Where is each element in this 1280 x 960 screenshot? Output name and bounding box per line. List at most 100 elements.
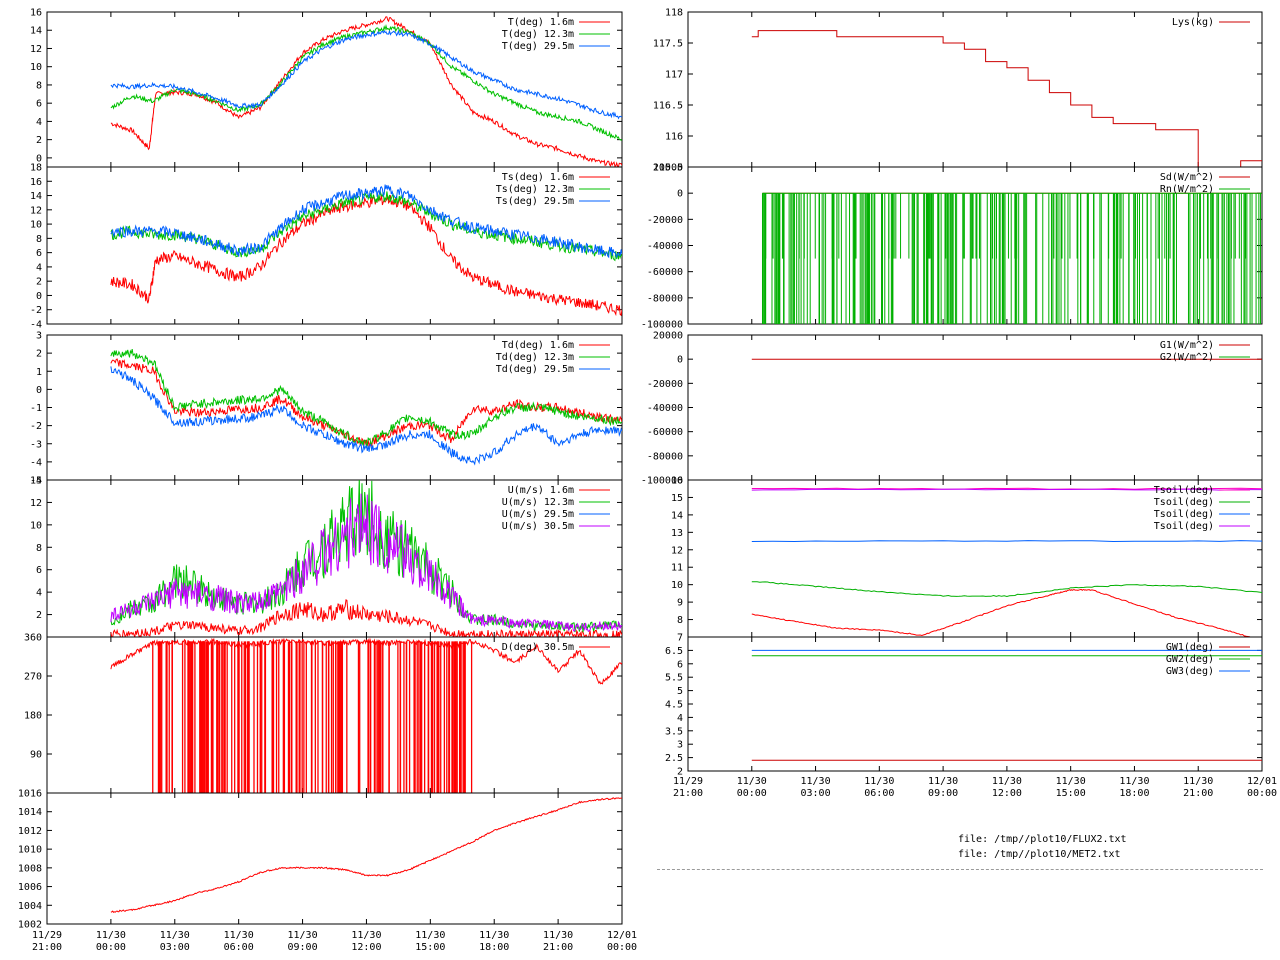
x-tick-time: 15:00 bbox=[415, 942, 445, 953]
y-tick-label: -40000 bbox=[647, 241, 683, 252]
panel-rad: 20000 0 -20000 -40000 -60000 -80000 -100000 Sd(… bbox=[641, 163, 1263, 331]
y-tick-label: 6 bbox=[36, 99, 42, 110]
y-tick-label: 118 bbox=[665, 8, 683, 19]
x-tick-date: 11/30 bbox=[928, 776, 958, 787]
y-tick-label: -2 bbox=[30, 305, 42, 316]
y-tick-label: -4 bbox=[30, 457, 42, 468]
file-label-met: file: /tmp//plot10/MET2.txt bbox=[958, 849, 1121, 860]
y-tick-label: 9 bbox=[677, 598, 683, 609]
series-line bbox=[751, 30, 1262, 167]
legend-label: U(m/s) 30.5m bbox=[502, 521, 574, 532]
x-tick-date: 11/30 bbox=[1183, 776, 1213, 787]
y-tick-label: -60000 bbox=[647, 267, 683, 278]
y-tick-label: -20000 bbox=[647, 379, 683, 390]
y-tick-label: -100000 bbox=[641, 320, 683, 331]
plot-frame bbox=[46, 792, 623, 925]
series-line bbox=[751, 540, 1262, 543]
legend-label: U(m/s) 1.6m bbox=[508, 485, 574, 496]
legend-label: Rn(W/m^2) bbox=[1160, 184, 1214, 195]
x-tick-date: 11/29 bbox=[673, 776, 703, 787]
y-tick-label: 0 bbox=[36, 153, 42, 164]
y-tick-label: 16 bbox=[671, 476, 683, 487]
x-tick-date: 11/30 bbox=[1056, 776, 1086, 787]
x-tick-date: 11/30 bbox=[351, 930, 381, 941]
x-tick-time: 15:00 bbox=[1056, 788, 1086, 799]
x-tick-date: 11/30 bbox=[160, 930, 190, 941]
y-tick-label: 270 bbox=[24, 672, 42, 683]
y-tick-label: 6.5 bbox=[665, 646, 683, 657]
legend-label: U(m/s) 12.3m bbox=[502, 497, 574, 508]
y-tick-label: 0 bbox=[36, 385, 42, 396]
x-tick-time: 09:00 bbox=[288, 942, 318, 953]
x-tick-time: 00:00 bbox=[607, 942, 637, 953]
y-tick-label: 3 bbox=[36, 331, 42, 342]
series-line bbox=[110, 29, 622, 120]
x-tick-time: 18:00 bbox=[479, 942, 509, 953]
x-tick-date: 12/01 bbox=[607, 930, 637, 941]
legend-label: Tsoil(deg) bbox=[1154, 497, 1214, 508]
legend-label: Tsoil(deg) bbox=[1154, 485, 1214, 496]
x-tick-time: 09:00 bbox=[928, 788, 958, 799]
panel-tsoil: 16151413121110987Tsoil(deg)Tsoil(deg)Tso… bbox=[671, 476, 1263, 644]
series-line bbox=[110, 493, 622, 633]
x-axis-labels-gw: 11/2921:0011/3000:0011/3003:0011/3006:00… bbox=[673, 776, 1277, 799]
y-tick-label: 2 bbox=[36, 610, 42, 621]
y-tick-label: 12 bbox=[30, 44, 42, 55]
y-tick-label: 1002 bbox=[18, 920, 42, 931]
y-tick-label: 5.5 bbox=[665, 673, 683, 684]
legend-label: D(deg) 30.5m bbox=[502, 642, 574, 653]
x-tick-time: 00:00 bbox=[737, 788, 767, 799]
y-tick-label: 11 bbox=[671, 563, 683, 574]
panel-d: 360 270 180 90 D(deg) 30.5m bbox=[24, 633, 623, 794]
y-tick-label: -100000 bbox=[641, 476, 683, 487]
series-line bbox=[110, 194, 622, 317]
series-line bbox=[110, 599, 622, 637]
y-tick-label: 360 bbox=[24, 633, 42, 644]
y-tick-label: 4 bbox=[36, 588, 42, 599]
plot-frame bbox=[46, 636, 623, 794]
y-tick-label: 4 bbox=[36, 117, 42, 128]
legend-label: Sd(W/m^2) bbox=[1160, 172, 1214, 183]
legend-label: G2(W/m^2) bbox=[1160, 352, 1214, 363]
y-tick-label: 6 bbox=[36, 248, 42, 259]
x-tick-time: 21:00 bbox=[673, 788, 703, 799]
x-tick-time: 00:00 bbox=[1247, 788, 1277, 799]
y-tick-label: 90 bbox=[30, 750, 42, 761]
series-line bbox=[751, 588, 1252, 637]
legend-label: T(deg) 12.3m bbox=[502, 29, 574, 40]
y-tick-label: -40000 bbox=[647, 403, 683, 414]
y-tick-label: 1016 bbox=[18, 789, 42, 800]
x-tick-date: 11/30 bbox=[1119, 776, 1149, 787]
y-tick-label: -80000 bbox=[647, 451, 683, 462]
legend-label: Td(deg) 29.5m bbox=[496, 364, 574, 375]
legend-label: GW1(deg) bbox=[1166, 642, 1214, 653]
y-tick-label: 1012 bbox=[18, 826, 42, 837]
y-tick-label: 117 bbox=[665, 70, 683, 81]
y-tick-label: 10 bbox=[30, 220, 42, 231]
y-tick-label: 16 bbox=[30, 8, 42, 19]
x-tick-time: 00:00 bbox=[96, 942, 126, 953]
plot-frame bbox=[687, 11, 1263, 168]
y-tick-label: 10 bbox=[30, 62, 42, 73]
y-tick-label: 12 bbox=[30, 205, 42, 216]
y-tick-label: 117.5 bbox=[653, 39, 683, 50]
y-tick-label: 0 bbox=[36, 291, 42, 302]
legend-label: Td(deg) 12.3m bbox=[496, 352, 574, 363]
y-tick-label: 1004 bbox=[18, 901, 42, 912]
x-tick-date: 11/30 bbox=[864, 776, 894, 787]
series-line bbox=[751, 581, 1262, 598]
y-tick-label: -60000 bbox=[647, 427, 683, 438]
y-tick-label: 10 bbox=[671, 580, 683, 591]
divider-line bbox=[657, 869, 1263, 870]
y-tick-label: 14 bbox=[30, 191, 42, 202]
y-tick-label: 12 bbox=[671, 545, 683, 556]
series-line bbox=[110, 366, 622, 466]
legend-label: GW2(deg) bbox=[1166, 654, 1214, 665]
y-tick-label: -1 bbox=[30, 403, 42, 414]
x-tick-date: 11/30 bbox=[96, 930, 126, 941]
y-tick-label: 180 bbox=[24, 711, 42, 722]
y-tick-label: 12 bbox=[30, 498, 42, 509]
y-tick-label: 3 bbox=[677, 740, 683, 751]
